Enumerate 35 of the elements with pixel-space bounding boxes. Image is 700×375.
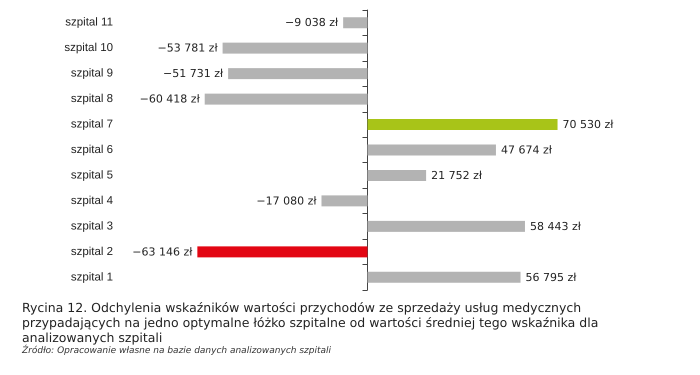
data-label: −63 146 zł [132, 245, 194, 258]
y-tick-label: szpital 4 [70, 194, 114, 207]
data-label: 21 752 zł [431, 168, 483, 182]
bar [197, 246, 368, 258]
bar [368, 220, 525, 232]
bar [321, 195, 368, 206]
bar [368, 144, 496, 156]
bar [204, 94, 368, 105]
y-tick-label: szpital 10 [64, 42, 113, 54]
y-tick-label: szpital 7 [70, 118, 113, 131]
y-tick-label: szpital 11 [65, 16, 113, 29]
data-label: −9 038 zł [285, 16, 340, 30]
bar [343, 17, 368, 28]
y-tick-label: szpital 6 [70, 144, 113, 156]
data-label: −17 080 zł [256, 194, 318, 208]
data-label: 58 443 zł [530, 220, 582, 233]
y-tick-label: szpital 8 [70, 93, 113, 106]
data-label: −53 781 zł [157, 42, 218, 55]
y-tick-label: szpital 3 [70, 220, 113, 232]
bar [368, 272, 521, 283]
data-label: −60 418 zł [140, 92, 201, 106]
bar [368, 119, 558, 130]
text: Rycina 12. Odchylenia wskaźników wartości przychodów ze sprzedaży usług medycznych przypadających na jedno optymalne łóżko szpitalne od wartości średniej tego wskaźnika dla analizowanych szpitali [22, 300, 600, 345]
y-tick-label: szpital 5 [70, 169, 113, 182]
y-tick-label: szpital 2 [70, 246, 113, 258]
data-label: 70 530 zł [562, 118, 614, 132]
bar [228, 68, 368, 80]
bar [222, 42, 368, 54]
data-label: 47 674 zł [500, 144, 553, 156]
data-label: 56 795 zł [526, 270, 578, 284]
text: Źródło: Opracowanie własne na bazie danych analizowanych szpitali [22, 346, 332, 356]
y-tick-label: szpital 1 [70, 271, 113, 284]
y-tick-label: szpital 9 [70, 68, 113, 80]
bar [368, 170, 426, 181]
data-label: −51 731 zł [163, 67, 224, 80]
